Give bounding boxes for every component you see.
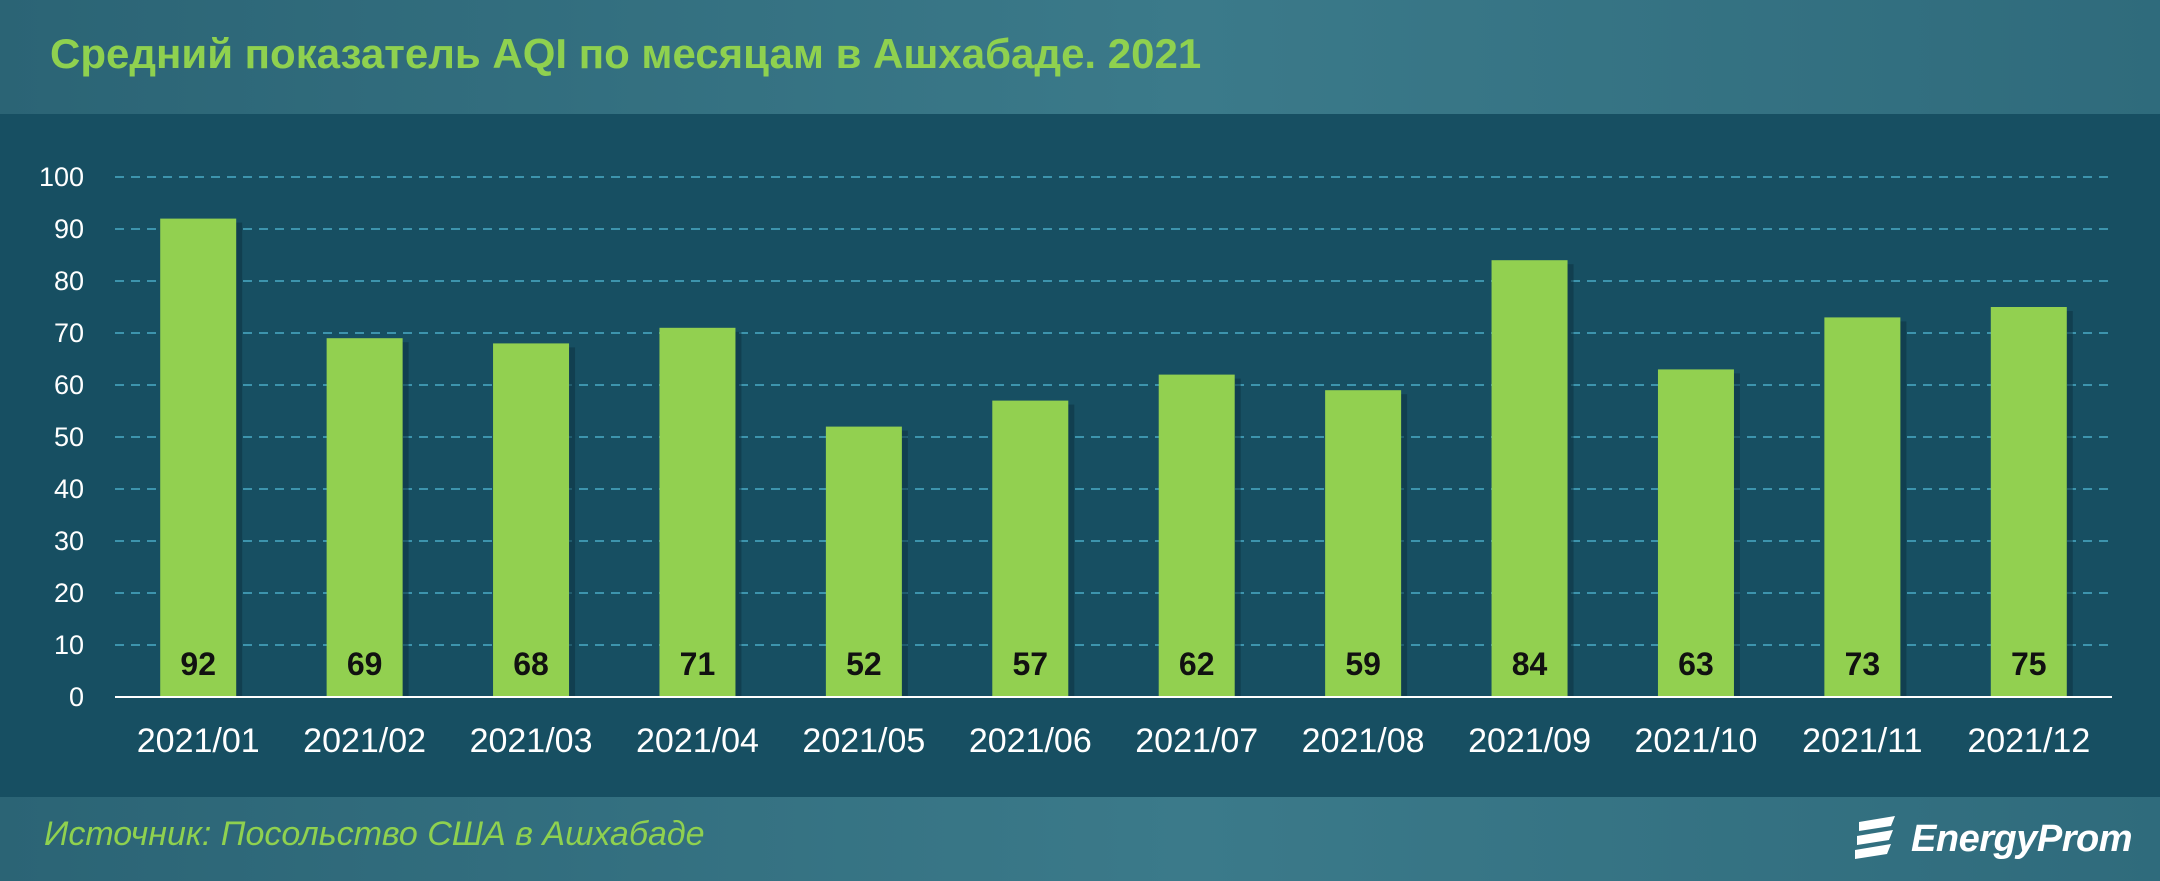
y-tick-label: 50 xyxy=(54,422,84,452)
data-label: 63 xyxy=(1678,646,1714,682)
data-label: 52 xyxy=(846,646,882,682)
y-tick-label: 80 xyxy=(54,266,84,296)
bar xyxy=(1657,369,1734,697)
bar xyxy=(160,218,237,697)
y-tick-label: 20 xyxy=(54,578,84,608)
bar-chart: 0 10 20 30 40 50 60 70 80 90 100 92 2021/01 69 2021/02… xyxy=(39,162,2112,760)
x-tick-label: 2021/10 xyxy=(1635,722,1758,760)
bar xyxy=(1491,260,1568,697)
bar xyxy=(825,426,902,697)
bar xyxy=(659,327,736,697)
chart-title: Средний показатель AQI по месяцам в Ашха… xyxy=(50,30,1202,77)
data-label: 84 xyxy=(1512,646,1548,682)
x-tick-label: 2021/11 xyxy=(1802,722,1922,760)
brand-logo: EnergyProm xyxy=(1849,809,2132,869)
y-tick-label: 0 xyxy=(69,682,84,712)
x-tick-label: 2021/03 xyxy=(470,722,593,760)
bar xyxy=(326,338,403,697)
data-label: 59 xyxy=(1345,646,1381,682)
x-tick-label: 2021/02 xyxy=(303,722,426,760)
data-label: 71 xyxy=(680,646,716,682)
chart-header: Средний показатель AQI по месяцам в Ашха… xyxy=(0,0,2160,114)
x-tick-label: 2021/09 xyxy=(1468,722,1591,760)
bar xyxy=(992,400,1069,697)
chart-footer: Источник: Посольство США в Ашхабаде Ener… xyxy=(0,797,2160,881)
x-tick-label: 2021/08 xyxy=(1302,722,1425,760)
data-label: 73 xyxy=(1845,646,1881,682)
source-note: Источник: Посольство США в Ашхабаде xyxy=(44,815,705,853)
energyprom-logo-icon xyxy=(1855,816,1896,859)
data-label: 62 xyxy=(1179,646,1215,682)
bar xyxy=(1990,307,2067,697)
x-tick-label: 2021/12 xyxy=(1967,722,2090,760)
y-tick-label: 90 xyxy=(54,214,84,244)
brand-name: EnergyProm xyxy=(1911,817,2132,860)
data-label: 92 xyxy=(180,646,216,682)
data-label: 68 xyxy=(513,646,549,682)
data-label: 57 xyxy=(1012,646,1048,682)
bar xyxy=(1158,374,1235,697)
data-label: 75 xyxy=(2011,646,2047,682)
x-tick-label: 2021/06 xyxy=(969,722,1092,760)
y-tick-label: 70 xyxy=(54,318,84,348)
bar xyxy=(1824,317,1901,697)
x-tick-label: 2021/05 xyxy=(802,722,925,760)
bar xyxy=(1325,390,1402,697)
y-tick-label: 30 xyxy=(54,526,84,556)
x-tick-label: 2021/04 xyxy=(636,722,759,760)
x-tick-label: 2021/07 xyxy=(1135,722,1258,760)
bar xyxy=(493,343,570,697)
y-tick-label: 40 xyxy=(54,474,84,504)
y-tick-label: 10 xyxy=(54,630,84,660)
data-label: 69 xyxy=(347,646,383,682)
x-tick-label: 2021/01 xyxy=(137,722,260,760)
y-tick-label: 60 xyxy=(54,370,84,400)
y-tick-label: 100 xyxy=(39,162,84,192)
